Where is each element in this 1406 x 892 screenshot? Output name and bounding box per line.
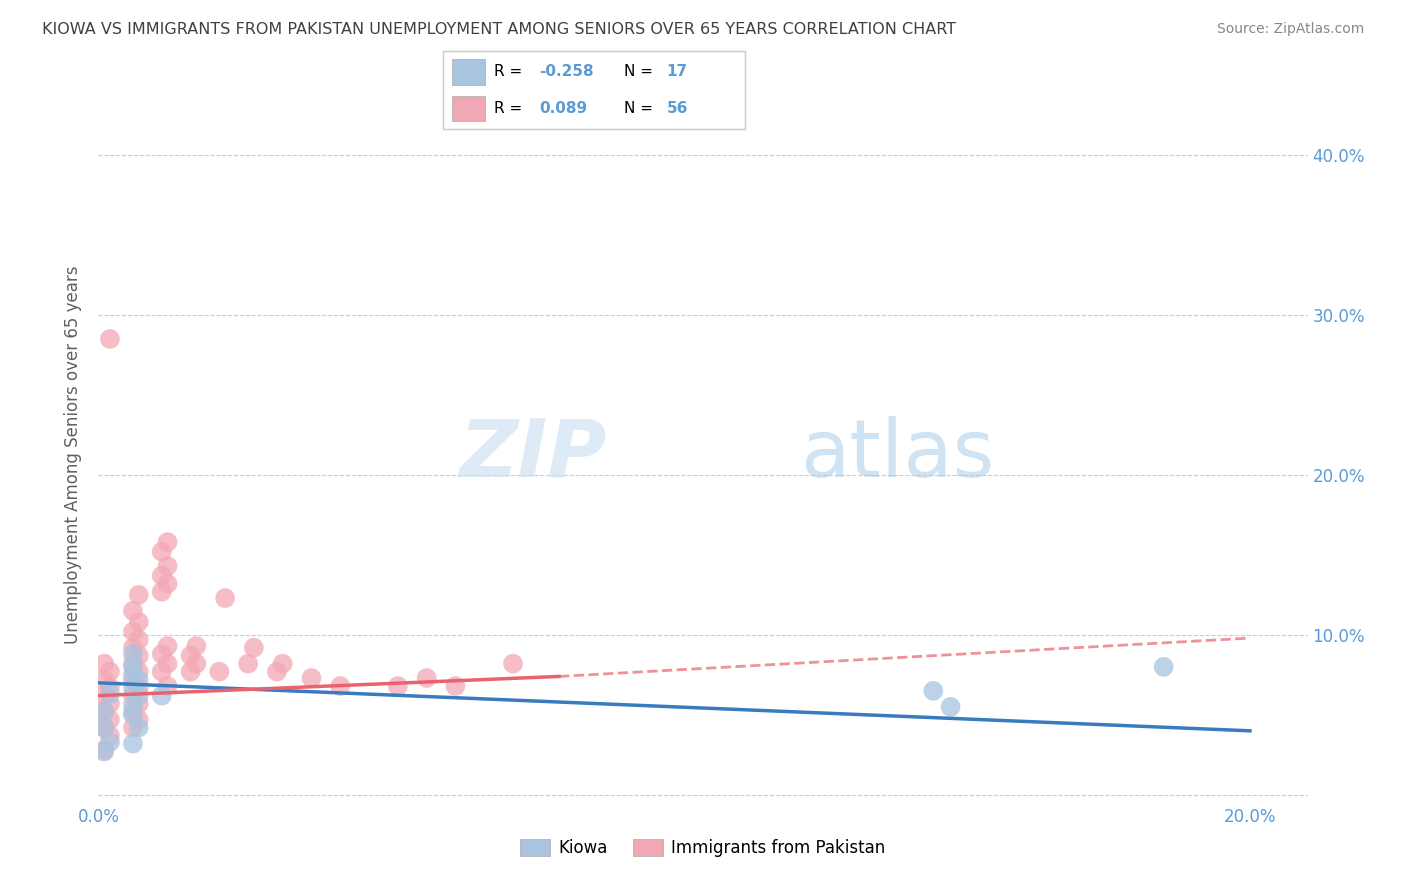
Point [150, 568, 173, 582]
Bar [451, 59, 485, 85]
Point [122, 624, 145, 639]
Point [93, 721, 115, 735]
Point [214, 591, 236, 605]
Point [156, 535, 179, 549]
Point [329, 679, 352, 693]
Point [98, 697, 121, 711]
Point [93, 689, 115, 703]
Point [122, 681, 145, 695]
Text: 0.089: 0.089 [540, 101, 588, 116]
Point [128, 632, 150, 647]
Point [122, 657, 145, 671]
Point [156, 657, 179, 671]
Point [387, 679, 409, 693]
Point [122, 660, 145, 674]
Text: ZIP: ZIP [458, 416, 606, 494]
Point [122, 721, 145, 735]
Text: N =: N = [624, 101, 658, 116]
Point [150, 665, 173, 679]
Point [122, 689, 145, 703]
Point [93, 657, 115, 671]
Point [180, 665, 202, 679]
Point [93, 721, 115, 735]
Point [150, 584, 173, 599]
Point [128, 648, 150, 663]
Point [98, 687, 121, 701]
Point [122, 705, 145, 719]
Point [128, 588, 150, 602]
Point [150, 544, 173, 558]
Point [128, 713, 150, 727]
Y-axis label: Unemployment Among Seniors over 65 years: Unemployment Among Seniors over 65 years [65, 266, 83, 644]
Point [415, 671, 437, 685]
Text: atlas: atlas [800, 416, 994, 494]
Text: KIOWA VS IMMIGRANTS FROM PAKISTAN UNEMPLOYMENT AMONG SENIORS OVER 65 YEARS CORRE: KIOWA VS IMMIGRANTS FROM PAKISTAN UNEMPL… [42, 22, 956, 37]
Point [236, 657, 259, 671]
Point [98, 735, 121, 749]
Point [122, 604, 145, 618]
Point [128, 721, 150, 735]
Point [128, 665, 150, 679]
Point [128, 681, 150, 695]
Point [93, 743, 115, 757]
Point [122, 673, 145, 687]
Point [186, 657, 208, 671]
Point [98, 681, 121, 695]
Point [156, 559, 179, 574]
Point [128, 689, 150, 703]
Point [122, 737, 145, 751]
Point [271, 657, 294, 671]
Point [180, 648, 202, 663]
Point [93, 705, 115, 719]
Point [128, 615, 150, 629]
Point [122, 668, 145, 682]
Point [156, 576, 179, 591]
Text: 56: 56 [666, 101, 688, 116]
Point [122, 640, 145, 655]
Text: R =: R = [495, 101, 527, 116]
Point [128, 673, 150, 687]
Legend: Kiowa, Immigrants from Pakistan: Kiowa, Immigrants from Pakistan [513, 832, 893, 864]
Point [243, 640, 266, 655]
Point [922, 683, 945, 698]
Point [1153, 660, 1175, 674]
Point [122, 647, 145, 661]
Bar [451, 95, 485, 121]
Point [98, 729, 121, 743]
Point [93, 745, 115, 759]
Point [93, 705, 115, 719]
Point [150, 689, 173, 703]
Point [156, 639, 179, 653]
Point [939, 699, 962, 714]
Text: Source: ZipAtlas.com: Source: ZipAtlas.com [1216, 22, 1364, 37]
Point [98, 713, 121, 727]
Text: -0.258: -0.258 [540, 64, 595, 79]
Point [122, 707, 145, 722]
Point [186, 639, 208, 653]
Point [156, 679, 179, 693]
Point [93, 673, 115, 687]
Point [266, 665, 288, 679]
Point [444, 679, 467, 693]
Point [150, 647, 173, 661]
Point [98, 665, 121, 679]
Point [208, 665, 231, 679]
Text: 17: 17 [666, 64, 688, 79]
Point [98, 332, 121, 346]
Point [128, 697, 150, 711]
Point [502, 657, 524, 671]
Point [301, 671, 323, 685]
Point [122, 698, 145, 713]
Text: N =: N = [624, 64, 658, 79]
Text: R =: R = [495, 64, 527, 79]
